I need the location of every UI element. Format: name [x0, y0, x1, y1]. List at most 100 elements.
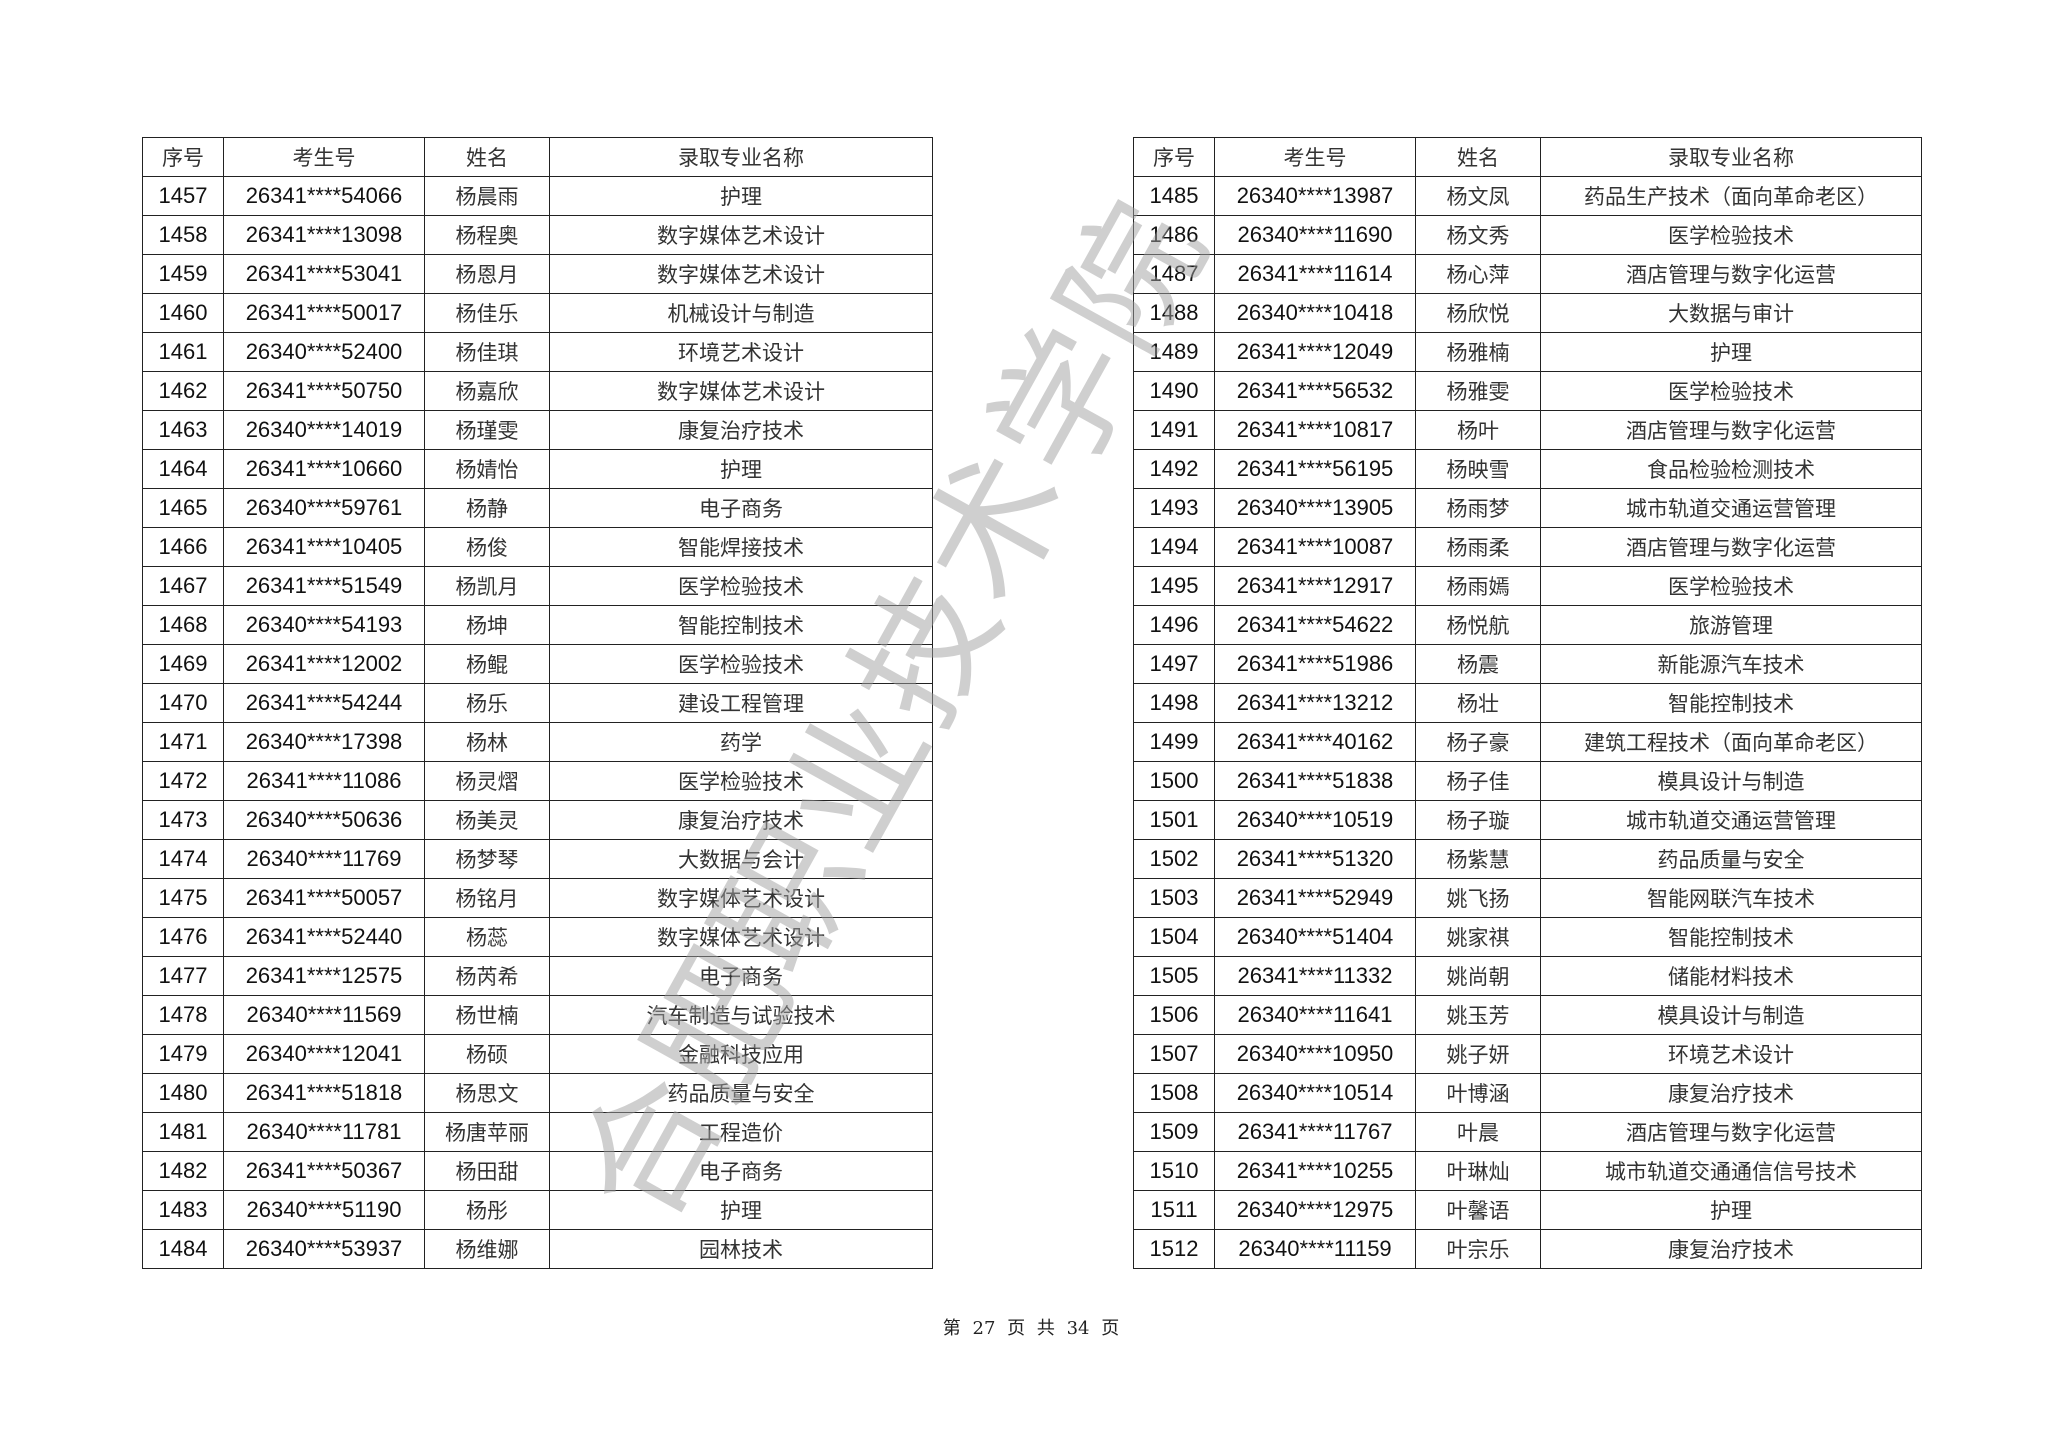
- table-row: 1477 26341****12575 杨芮希 电子商务: [142, 956, 933, 996]
- cell-seq: 1511: [1133, 1190, 1215, 1230]
- cell-name: 叶宗乐: [1415, 1229, 1541, 1269]
- cell-exam-no: 26341****51549: [223, 566, 425, 606]
- cell-seq: 1502: [1133, 839, 1215, 879]
- cell-exam-no: 26341****51320: [1214, 839, 1416, 879]
- cell-major: 电子商务: [549, 488, 933, 528]
- cell-major: 大数据与会计: [549, 839, 933, 879]
- table-row: 1471 26340****17398 杨林 药学: [142, 722, 933, 762]
- cell-name: 叶馨语: [1415, 1190, 1541, 1230]
- cell-name: 杨林: [424, 722, 550, 762]
- cell-major: 数字媒体艺术设计: [549, 917, 933, 957]
- cell-major: 模具设计与制造: [1540, 995, 1922, 1035]
- cell-name: 杨嘉欣: [424, 371, 550, 411]
- table-row: 1469 26341****12002 杨鲲 医学检验技术: [142, 644, 933, 684]
- cell-seq: 1493: [1133, 488, 1215, 528]
- cell-major: 酒店管理与数字化运营: [1540, 1112, 1922, 1152]
- table-row: 1476 26341****52440 杨蕊 数字媒体艺术设计: [142, 917, 933, 957]
- cell-seq: 1509: [1133, 1112, 1215, 1152]
- table-row: 1457 26341****54066 杨晨雨 护理: [142, 176, 933, 216]
- cell-seq: 1494: [1133, 527, 1215, 567]
- cell-seq: 1482: [142, 1151, 224, 1191]
- table-row: 1464 26341****10660 杨婧怡 护理: [142, 449, 933, 489]
- cell-name: 杨震: [1415, 644, 1541, 684]
- cell-seq: 1460: [142, 293, 224, 333]
- cell-major: 园林技术: [549, 1229, 933, 1269]
- table-row: 1481 26340****11781 杨唐苹丽 工程造价: [142, 1112, 933, 1152]
- cell-name: 杨映雪: [1415, 449, 1541, 489]
- cell-name: 杨子璇: [1415, 800, 1541, 840]
- cell-major: 大数据与审计: [1540, 293, 1922, 333]
- cell-exam-no: 26341****12575: [223, 956, 425, 996]
- cell-major: 城市轨道交通通信信号技术: [1540, 1151, 1922, 1191]
- table-row: 1509 26341****11767 叶晨 酒店管理与数字化运营: [1133, 1112, 1922, 1152]
- cell-seq: 1492: [1133, 449, 1215, 489]
- cell-name: 杨程奥: [424, 215, 550, 255]
- table-row: 1512 26340****11159 叶宗乐 康复治疗技术: [1133, 1229, 1922, 1269]
- cell-exam-no: 26340****12975: [1214, 1190, 1416, 1230]
- table-row: 1496 26341****54622 杨悦航 旅游管理: [1133, 605, 1922, 645]
- cell-major: 药学: [549, 722, 933, 762]
- cell-name: 杨乐: [424, 683, 550, 723]
- table-row: 1504 26340****51404 姚家祺 智能控制技术: [1133, 917, 1922, 957]
- cell-name: 杨文秀: [1415, 215, 1541, 255]
- cell-seq: 1462: [142, 371, 224, 411]
- table-row: 1485 26340****13987 杨文凤 药品生产技术（面向革命老区）: [1133, 176, 1922, 216]
- cell-exam-no: 26341****13098: [223, 215, 425, 255]
- page-footer: 第 27 页 共 34 页: [942, 1318, 1120, 1339]
- cell-seq: 1510: [1133, 1151, 1215, 1191]
- cell-seq: 1480: [142, 1073, 224, 1113]
- cell-exam-no: 26341****51818: [223, 1073, 425, 1113]
- cell-seq: 1475: [142, 878, 224, 918]
- cell-exam-no: 26340****17398: [223, 722, 425, 762]
- cell-name: 杨芮希: [424, 956, 550, 996]
- cell-major: 医学检验技术: [1540, 371, 1922, 411]
- cell-seq: 1489: [1133, 332, 1215, 372]
- cell-name: 杨灵熠: [424, 761, 550, 801]
- cell-seq: 1468: [142, 605, 224, 645]
- cell-exam-no: 26341****10660: [223, 449, 425, 489]
- header-name: 姓名: [424, 137, 550, 177]
- cell-exam-no: 26340****10514: [1214, 1073, 1416, 1113]
- cell-exam-no: 26341****56532: [1214, 371, 1416, 411]
- cell-seq: 1479: [142, 1034, 224, 1074]
- table-row: 1494 26341****10087 杨雨柔 酒店管理与数字化运营: [1133, 527, 1922, 567]
- header-name: 姓名: [1415, 137, 1541, 177]
- table-row: 1473 26340****50636 杨美灵 康复治疗技术: [142, 800, 933, 840]
- cell-exam-no: 26341****11767: [1214, 1112, 1416, 1152]
- cell-exam-no: 26341****11614: [1214, 254, 1416, 294]
- cell-seq: 1481: [142, 1112, 224, 1152]
- cell-major: 药品生产技术（面向革命老区）: [1540, 176, 1922, 216]
- cell-major: 数字媒体艺术设计: [549, 371, 933, 411]
- cell-major: 护理: [1540, 1190, 1922, 1230]
- table-row: 1474 26340****11769 杨梦琴 大数据与会计: [142, 839, 933, 879]
- cell-major: 医学检验技术: [1540, 566, 1922, 606]
- cell-seq: 1457: [142, 176, 224, 216]
- cell-name: 杨雨梦: [1415, 488, 1541, 528]
- table-row: 1470 26341****54244 杨乐 建设工程管理: [142, 683, 933, 723]
- cell-name: 杨梦琴: [424, 839, 550, 879]
- table-row: 1490 26341****56532 杨雅雯 医学检验技术: [1133, 371, 1922, 411]
- cell-seq: 1487: [1133, 254, 1215, 294]
- cell-seq: 1473: [142, 800, 224, 840]
- cell-name: 姚飞扬: [1415, 878, 1541, 918]
- table-row: 1478 26340****11569 杨世楠 汽车制造与试验技术: [142, 995, 933, 1035]
- cell-seq: 1506: [1133, 995, 1215, 1035]
- cell-exam-no: 26340****11641: [1214, 995, 1416, 1035]
- cell-exam-no: 26341****12917: [1214, 566, 1416, 606]
- cell-name: 杨静: [424, 488, 550, 528]
- cell-major: 酒店管理与数字化运营: [1540, 527, 1922, 567]
- cell-exam-no: 26340****10519: [1214, 800, 1416, 840]
- cell-exam-no: 26340****50636: [223, 800, 425, 840]
- cell-major: 药品质量与安全: [549, 1073, 933, 1113]
- cell-name: 杨世楠: [424, 995, 550, 1035]
- cell-name: 杨晨雨: [424, 176, 550, 216]
- admission-table-right: 序号 考生号 姓名 录取专业名称 1485 26340****13987 杨文凤 药品…: [1133, 137, 1922, 1269]
- cell-major: 金融科技应用: [549, 1034, 933, 1074]
- cell-name: 杨唐苹丽: [424, 1112, 550, 1152]
- table-row: 1497 26341****51986 杨震 新能源汽车技术: [1133, 644, 1922, 684]
- cell-name: 杨瑾雯: [424, 410, 550, 450]
- cell-exam-no: 26341****10817: [1214, 410, 1416, 450]
- cell-exam-no: 26340****52400: [223, 332, 425, 372]
- table-row: 1505 26341****11332 姚尚朝 储能材料技术: [1133, 956, 1922, 996]
- cell-name: 杨维娜: [424, 1229, 550, 1269]
